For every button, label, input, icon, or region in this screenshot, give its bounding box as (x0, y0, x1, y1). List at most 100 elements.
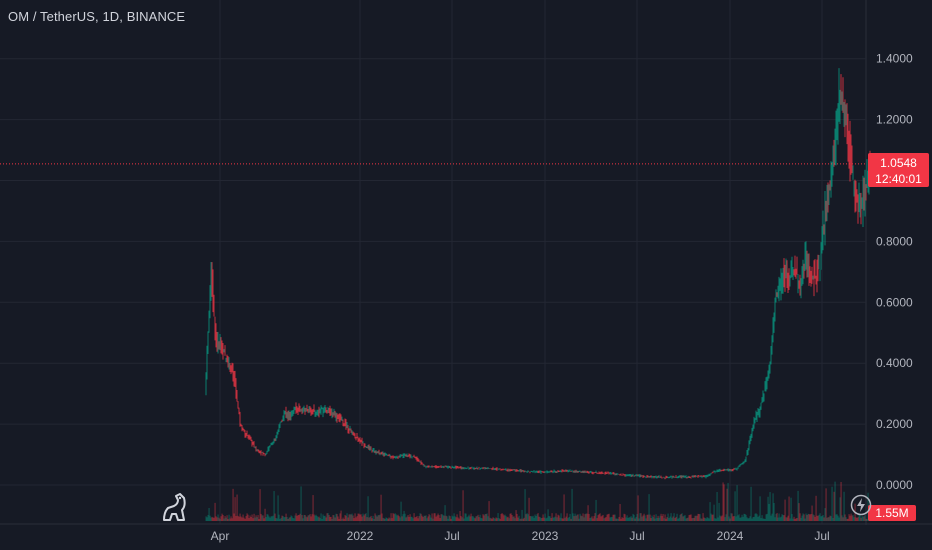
volume-bar (506, 517, 508, 521)
volume-bar (297, 515, 299, 521)
volume-bar (850, 513, 852, 521)
volume-bar (752, 517, 754, 521)
y-tick-label: 0.8000 (876, 234, 913, 248)
volume-bar (742, 516, 744, 521)
volume-bar (335, 513, 337, 521)
tradingview-logo-icon[interactable] (160, 490, 192, 524)
volume-bar (641, 516, 643, 521)
x-tick-label: Jul (629, 529, 644, 543)
volume-bar (238, 516, 240, 521)
volume-bar (420, 513, 422, 521)
volume-bar (460, 515, 462, 521)
volume-bar (416, 515, 418, 521)
volume-bar (471, 516, 473, 521)
volume-bar (664, 514, 666, 521)
volume-bar (570, 518, 572, 521)
volume-bar (515, 510, 517, 521)
volume-bar (509, 513, 511, 521)
volume-bar (612, 514, 614, 521)
volume-bar (592, 518, 594, 521)
volume-bar (432, 518, 434, 521)
volume-bar (844, 514, 846, 521)
volume-bar (465, 513, 467, 521)
volume-bar (851, 515, 853, 521)
volume-bar (685, 518, 687, 521)
volume-bar (832, 518, 834, 521)
volume-bar (353, 518, 355, 521)
volume-bar (382, 517, 384, 521)
volume-bar (787, 515, 789, 521)
volume-bar (315, 514, 317, 521)
volume-bar (577, 514, 579, 521)
volume-bar (222, 515, 224, 521)
volume-bar (314, 515, 316, 521)
volume-bar (264, 508, 266, 521)
volume-bar (582, 513, 584, 521)
volume-bar (474, 518, 476, 521)
volume-bar (207, 514, 209, 521)
volume-bar (412, 518, 414, 521)
volume-bar (708, 518, 710, 521)
volume-bar (398, 516, 400, 521)
volume-bar (746, 517, 748, 521)
volume-bar (228, 514, 230, 521)
volume-bar (263, 518, 265, 521)
volume-bar (479, 514, 481, 521)
volume-bar (724, 517, 726, 521)
volume-bar (637, 495, 639, 521)
volume-bar (442, 515, 444, 521)
volume-bar (783, 515, 785, 521)
volume-bar (370, 515, 372, 521)
volume-bar (639, 513, 641, 521)
volume-bar (386, 518, 388, 521)
volume-bar (478, 517, 480, 521)
volume-bar (743, 513, 745, 521)
volume-bar (292, 518, 294, 521)
volume-bar (426, 518, 428, 521)
lightning-icon[interactable] (850, 494, 872, 516)
volume-bar (824, 508, 826, 521)
volume-bar (276, 518, 278, 521)
volume-bar (858, 515, 860, 521)
volume-bar (413, 513, 415, 521)
volume-bar (359, 514, 361, 521)
volume-bar (605, 517, 607, 521)
volume-bar (493, 517, 495, 521)
volume-bar (511, 514, 513, 521)
volume-bar (565, 516, 567, 521)
volume-bar (828, 517, 830, 521)
volume-bar (308, 515, 310, 521)
volume-bar (628, 517, 630, 521)
volume-bar (490, 518, 492, 521)
volume-bar (647, 514, 649, 521)
volume-bar (326, 513, 328, 521)
volume-bar (373, 518, 375, 521)
x-tick-label: Jul (444, 529, 459, 543)
volume-bar (784, 499, 786, 521)
volume-bar (295, 513, 297, 521)
volume-bar (522, 518, 524, 521)
volume-bar (330, 516, 332, 521)
volume-bar (312, 495, 314, 521)
volume-bar (364, 513, 366, 521)
volume-bar (516, 513, 518, 521)
volume-bar (250, 516, 252, 521)
volume-bar (825, 488, 827, 521)
volume-bar (241, 517, 243, 521)
volume-bar (434, 513, 436, 521)
volume-bar (733, 516, 735, 521)
volume-bar (857, 516, 859, 521)
volume-bar (728, 516, 730, 521)
volume-bar (456, 514, 458, 521)
volume-bar (624, 514, 626, 521)
volume-bar (294, 515, 296, 521)
volume-bar (796, 517, 798, 521)
volume-bar (701, 518, 703, 521)
volume-bar (762, 518, 764, 521)
volume-bar (830, 516, 832, 521)
volume-bar (591, 516, 593, 521)
volume-bar (334, 517, 336, 521)
volume-bar (520, 518, 522, 521)
